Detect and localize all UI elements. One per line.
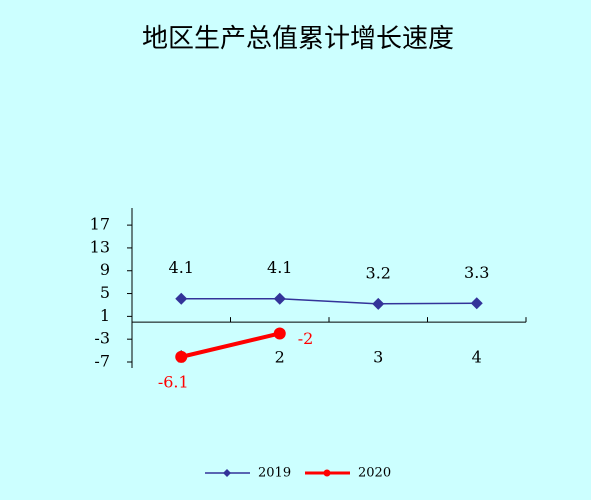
series-line <box>181 297 477 305</box>
marker <box>175 350 188 363</box>
data-label: 4.1 <box>267 258 292 277</box>
y-tick-label: -7 <box>94 352 110 371</box>
marker <box>273 327 286 340</box>
x-tick-label: 3 <box>373 348 383 367</box>
marker <box>372 297 385 310</box>
y-tick-label: 1 <box>100 306 110 325</box>
data-label: 4.1 <box>169 258 194 277</box>
legend-marker <box>223 469 231 477</box>
x-tick-label: 4 <box>472 348 482 367</box>
data-label: 3.2 <box>366 263 391 282</box>
y-tick-label: 9 <box>100 260 110 279</box>
y-tick-label: 17 <box>90 215 110 234</box>
legend-marker <box>323 469 331 477</box>
data-label: -2 <box>298 329 314 348</box>
data-label: -6.1 <box>158 372 189 391</box>
series-line <box>180 331 281 359</box>
marker <box>470 297 483 310</box>
legend-label: 2019 <box>258 466 291 481</box>
y-tick-label: 13 <box>90 237 110 256</box>
x-tick-label: 2 <box>275 348 285 367</box>
legend-label: 2020 <box>358 466 391 481</box>
data-label: 3.3 <box>464 263 489 282</box>
marker <box>273 292 286 305</box>
chart-title: 地区生产总值累计增长速度 <box>142 24 454 54</box>
y-tick-label: -3 <box>94 329 110 348</box>
marker <box>175 292 188 305</box>
y-tick-label: 5 <box>100 283 110 302</box>
